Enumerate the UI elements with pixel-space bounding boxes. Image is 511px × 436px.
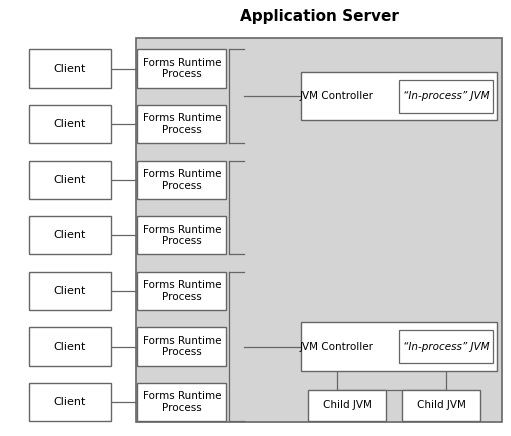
Text: Forms Runtime
Process: Forms Runtime Process	[143, 169, 221, 191]
FancyBboxPatch shape	[29, 49, 111, 88]
Text: Client: Client	[54, 341, 86, 351]
FancyBboxPatch shape	[137, 327, 226, 365]
FancyBboxPatch shape	[137, 216, 226, 254]
FancyBboxPatch shape	[29, 327, 111, 365]
Text: Child JVM: Child JVM	[322, 400, 371, 410]
Text: Forms Runtime
Process: Forms Runtime Process	[143, 280, 221, 302]
FancyBboxPatch shape	[137, 383, 226, 421]
FancyBboxPatch shape	[137, 272, 226, 310]
FancyBboxPatch shape	[29, 272, 111, 310]
FancyBboxPatch shape	[301, 323, 497, 371]
Text: Client: Client	[54, 230, 86, 240]
Text: Client: Client	[54, 175, 86, 185]
FancyBboxPatch shape	[29, 383, 111, 421]
FancyBboxPatch shape	[29, 216, 111, 254]
Text: Forms Runtime
Process: Forms Runtime Process	[143, 392, 221, 413]
FancyBboxPatch shape	[137, 161, 226, 199]
Text: Forms Runtime
Process: Forms Runtime Process	[143, 113, 221, 135]
FancyBboxPatch shape	[399, 330, 493, 363]
Text: “In-process” JVM: “In-process” JVM	[403, 341, 490, 351]
Text: Client: Client	[54, 397, 86, 407]
FancyBboxPatch shape	[399, 80, 493, 112]
FancyBboxPatch shape	[137, 49, 226, 88]
FancyBboxPatch shape	[29, 105, 111, 143]
Text: Client: Client	[54, 64, 86, 74]
FancyBboxPatch shape	[29, 161, 111, 199]
Text: Forms Runtime
Process: Forms Runtime Process	[143, 336, 221, 358]
Text: JVM Controller: JVM Controller	[300, 341, 374, 351]
Text: Forms Runtime
Process: Forms Runtime Process	[143, 225, 221, 246]
Text: Child JVM: Child JVM	[416, 400, 466, 410]
FancyBboxPatch shape	[136, 38, 502, 422]
Text: JVM Controller: JVM Controller	[300, 91, 374, 101]
Text: Forms Runtime
Process: Forms Runtime Process	[143, 58, 221, 79]
FancyBboxPatch shape	[402, 390, 480, 421]
Text: Client: Client	[54, 119, 86, 129]
Text: Client: Client	[54, 286, 86, 296]
FancyBboxPatch shape	[301, 72, 497, 120]
FancyBboxPatch shape	[137, 105, 226, 143]
FancyBboxPatch shape	[308, 390, 386, 421]
Text: “In-process” JVM: “In-process” JVM	[403, 91, 490, 101]
Text: Application Server: Application Server	[240, 9, 399, 24]
